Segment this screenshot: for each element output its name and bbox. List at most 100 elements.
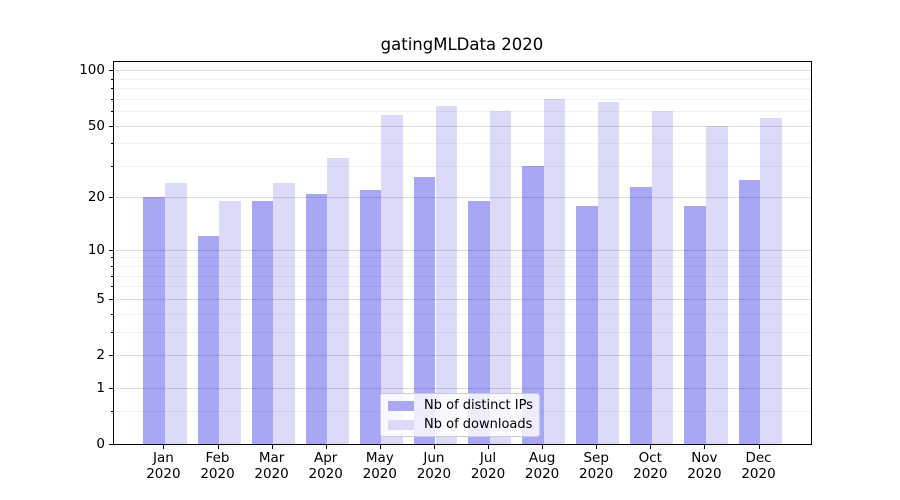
legend-swatch-distinct-ips (388, 400, 414, 411)
x-tick-label-jan: Jan 2020 (133, 450, 193, 482)
legend-item-distinct-ips: Nb of distinct IPs (388, 396, 533, 415)
bar-distinct-ips-sep (576, 205, 598, 444)
y-tick-label: 2 (96, 347, 105, 363)
x-tick-month: Sep (583, 450, 609, 466)
x-tick (650, 445, 652, 449)
x-tick-label-apr: Apr 2020 (296, 450, 356, 482)
bar-downloads-may (381, 115, 403, 444)
y-tick-label: 100 (79, 62, 105, 79)
y-minor-tick (110, 111, 113, 113)
x-tick (379, 445, 381, 449)
minor-gridline (113, 88, 811, 90)
x-tick-label-mar: Mar 2020 (242, 450, 302, 482)
x-tick (704, 445, 706, 449)
y-tick (109, 355, 113, 356)
y-tick-label: 50 (87, 117, 105, 134)
y-minor-tick (110, 275, 113, 277)
right-spine (811, 60, 812, 445)
bar-distinct-ips-jan (143, 197, 165, 444)
y-tick (109, 197, 113, 199)
x-tick-month: May (365, 450, 394, 466)
bar-downloads-sep (597, 102, 620, 444)
y-tick (109, 298, 113, 300)
x-tick (271, 445, 273, 449)
x-tick-label-jun: Jun 2020 (404, 450, 464, 482)
bar-distinct-ips-may (359, 190, 382, 444)
y-minor-tick (110, 286, 113, 288)
y-minor-tick (110, 98, 113, 100)
x-tick-year: 2020 (579, 465, 614, 482)
bar-downloads-jan (165, 183, 187, 444)
x-tick-year: 2020 (308, 465, 343, 482)
x-tick-year: 2020 (362, 465, 397, 482)
bar-distinct-ips-aug (522, 165, 544, 444)
y-tick-label: 5 (96, 290, 105, 307)
y-minor-tick (110, 313, 113, 315)
x-tick-year: 2020 (741, 465, 776, 482)
x-tick-month: Dec (745, 450, 772, 466)
y-tick-label: 20 (87, 189, 105, 206)
bar-downloads-jun (435, 105, 458, 444)
legend-label-distinct-ips: Nb of distinct IPs (424, 398, 533, 413)
chart-title: gatingMLData 2020 (380, 35, 544, 54)
bar-downloads-aug (543, 98, 566, 444)
bar-downloads-feb (219, 201, 241, 444)
legend-label-downloads: Nb of downloads (424, 417, 533, 432)
bar-distinct-ips-apr (305, 193, 328, 444)
x-tick-month: Jul (479, 450, 497, 466)
x-tick-month: Oct (638, 450, 662, 466)
x-tick-year: 2020 (200, 465, 235, 482)
top-spine (113, 60, 812, 62)
x-tick-month: Jun (423, 450, 445, 466)
x-tick-month: Mar (258, 450, 285, 466)
bar-downloads-mar (273, 183, 295, 444)
y-tick-label: 10 (87, 241, 105, 258)
y-tick (109, 249, 113, 251)
y-tick (109, 125, 113, 127)
minor-gridline (113, 111, 811, 113)
legend: Nb of distinct IPs Nb of downloads (380, 393, 540, 437)
left-spine (113, 60, 114, 445)
y-tick-label: 0 (96, 436, 105, 452)
x-tick-year: 2020 (416, 465, 452, 482)
x-tick-label-feb: Feb 2020 (188, 450, 248, 482)
major-gridline (113, 70, 811, 72)
bar-distinct-ips-jul (468, 201, 490, 444)
y-tick (109, 387, 113, 389)
bar-distinct-ips-jun (413, 177, 436, 444)
bar-distinct-ips-oct (630, 186, 652, 444)
x-tick-year: 2020 (633, 465, 668, 482)
bar-downloads-jul (489, 111, 512, 444)
y-minor-tick (110, 78, 113, 80)
x-tick-label-sep: Sep 2020 (566, 450, 626, 482)
bar-downloads-nov (706, 125, 728, 444)
y-minor-tick (110, 257, 113, 259)
y-tick (109, 70, 113, 72)
legend-swatch-downloads (388, 419, 414, 430)
x-tick-year: 2020 (470, 465, 506, 482)
x-tick (433, 445, 435, 449)
legend-item-downloads: Nb of downloads (388, 415, 533, 434)
y-minor-tick (110, 165, 113, 167)
x-tick-label-dec: Dec 2020 (729, 450, 789, 482)
y-tick (109, 444, 113, 445)
x-tick-month: Apr (314, 450, 338, 466)
x-tick (217, 445, 219, 449)
bottom-spine (113, 444, 812, 445)
minor-gridline (113, 78, 811, 80)
x-tick-year: 2020 (524, 465, 560, 482)
bar-distinct-ips-dec (738, 180, 761, 444)
x-tick-label-nov: Nov 2020 (674, 450, 734, 482)
x-tick-label-oct: Oct 2020 (620, 450, 680, 482)
bar-distinct-ips-feb (197, 236, 220, 444)
x-tick-label-aug: Aug 2020 (512, 450, 572, 482)
x-tick (488, 445, 489, 449)
y-minor-tick (110, 331, 113, 333)
x-tick-year: 2020 (687, 465, 722, 482)
x-tick (325, 445, 327, 449)
y-minor-tick (110, 266, 113, 268)
x-tick-month: Jan (152, 450, 174, 466)
y-minor-tick (110, 88, 113, 90)
bar-distinct-ips-nov (684, 205, 706, 444)
